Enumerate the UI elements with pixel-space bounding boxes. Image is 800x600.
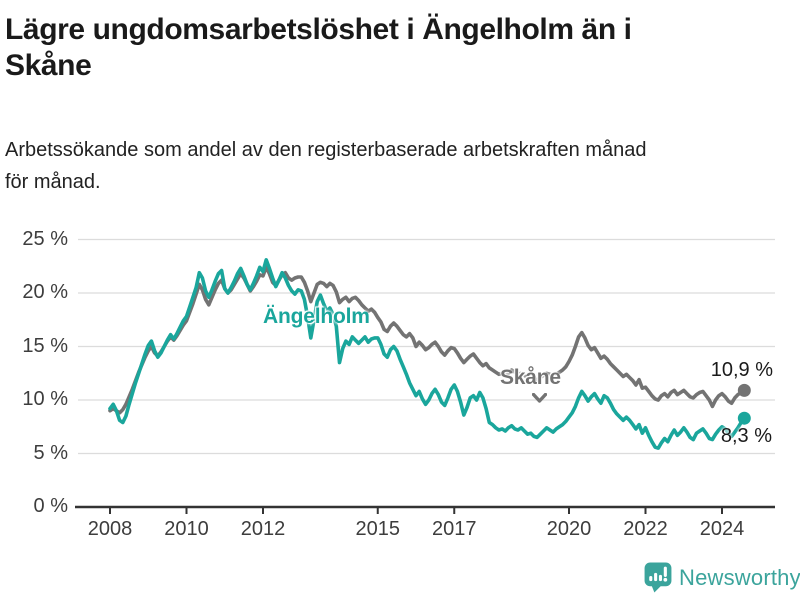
newsworthy-logo-icon [644, 562, 672, 593]
x-axis-label: 2010 [164, 518, 209, 540]
line-angelholm [108, 257, 747, 450]
x-axis-label: 2015 [355, 518, 401, 540]
header: Lägre ungdomsarbetslöshet i Ängelholm än… [0, 0, 800, 198]
x-axis-label: 2020 [546, 518, 592, 540]
series-label-skane: Skåne [500, 366, 561, 403]
y-axis-label: 0 % [33, 495, 68, 517]
line-skane [108, 265, 747, 415]
series-label-skane-text: Skåne [500, 366, 561, 389]
y-axis-label: 5 % [33, 441, 68, 464]
chart-subtitle: Arbetssökande som andel av den registerb… [5, 139, 647, 193]
y-axis-label: 20 % [22, 281, 68, 303]
end-dot-angelholm [737, 411, 751, 425]
x-axis-label: 2024 [699, 518, 745, 540]
x-axis-label: 2008 [87, 518, 133, 540]
newsworthy-brand-link[interactable]: Newsworthy [644, 562, 800, 593]
x-axis-label: 2022 [623, 518, 668, 540]
y-axis-label: 10 % [22, 388, 68, 410]
series-label-angelholm: Ängelholm [263, 305, 370, 328]
brand-name: Newsworthy [679, 564, 800, 590]
end-value-skane: 10,9 % [710, 359, 773, 381]
end-value-angelholm: 8,3 % [720, 425, 772, 447]
end-dot-skane [737, 383, 751, 397]
y-axis-label: 25 % [22, 227, 68, 250]
x-axis-label: 2017 [432, 518, 477, 540]
arrow-down-icon [532, 393, 547, 403]
y-axis-label: 15 % [22, 334, 68, 357]
x-axis-label: 2012 [240, 518, 286, 540]
page-title: Lägre ungdomsarbetslöshet i Ängelholm än… [5, 13, 632, 82]
